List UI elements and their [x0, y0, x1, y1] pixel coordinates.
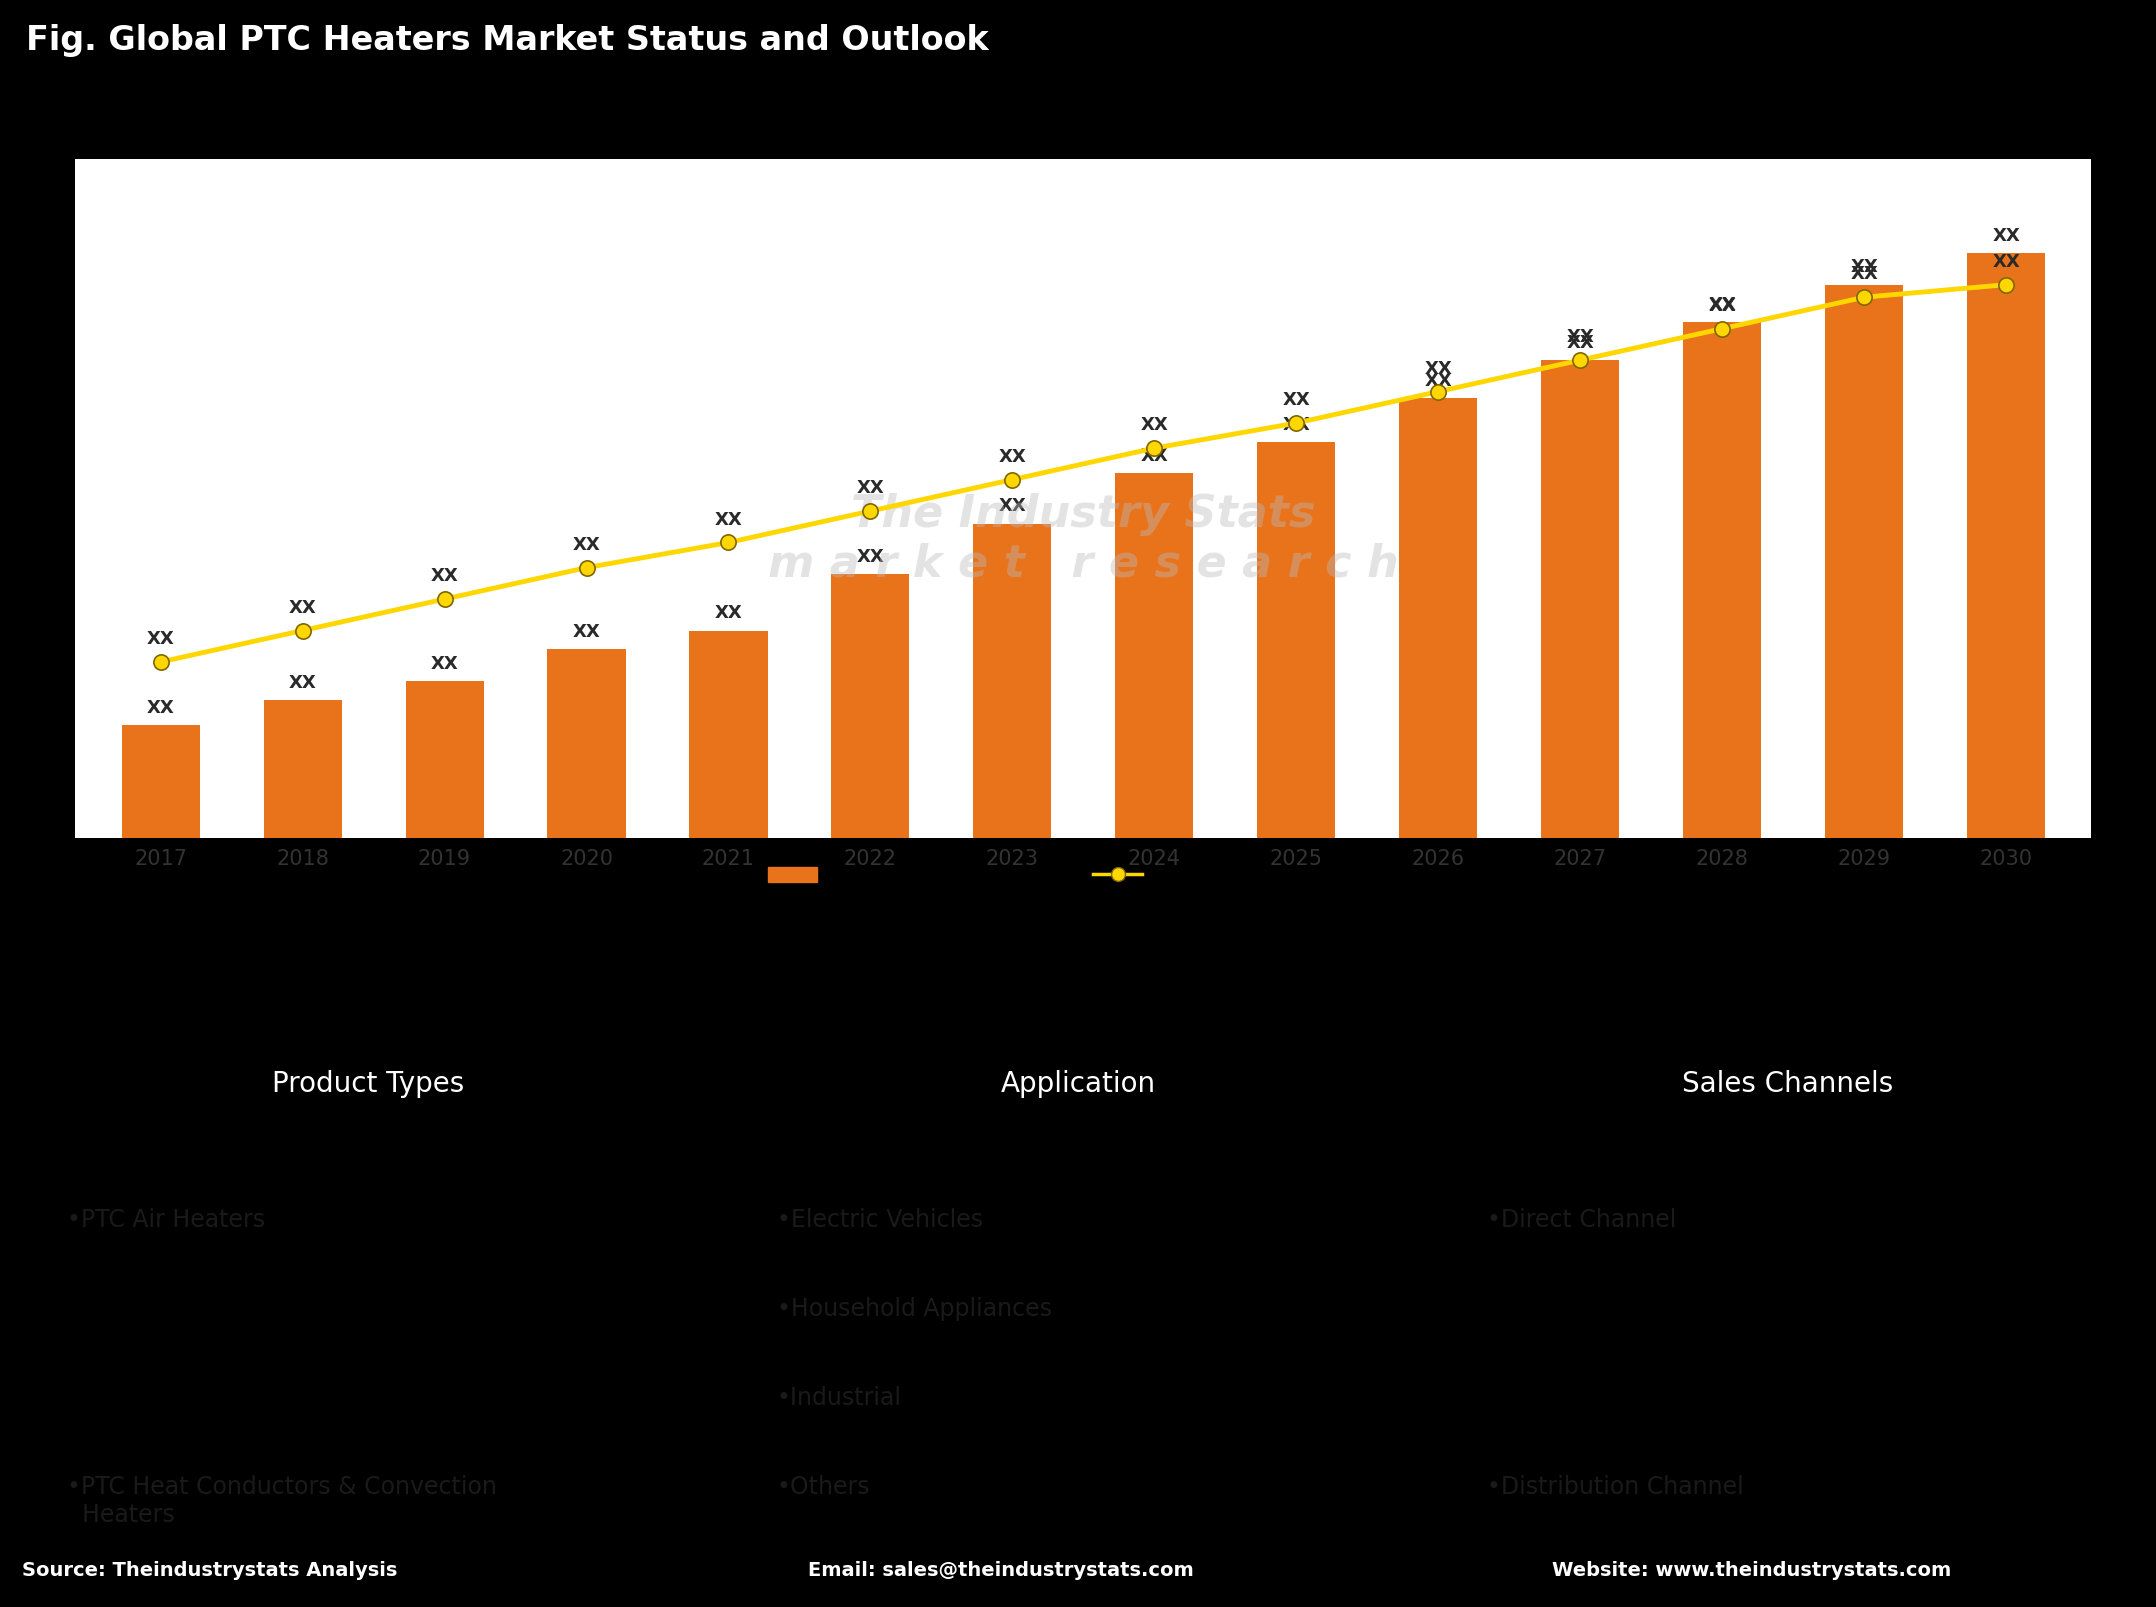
Text: XX: XX	[1567, 328, 1593, 346]
Text: XX: XX	[1425, 360, 1453, 378]
Bar	[1542, 360, 1619, 839]
Text: XX: XX	[431, 654, 459, 673]
Bar	[548, 649, 625, 839]
Text: XX: XX	[714, 511, 742, 529]
Legend: Revenue (Million $), Y-oY Growth Rate (%): Revenue (Million $), Y-oY Growth Rate (%…	[759, 857, 1408, 895]
Bar	[1966, 254, 2046, 839]
Text: XX: XX	[147, 699, 175, 717]
Text: XX: XX	[1850, 259, 1878, 276]
Text: XX: XX	[431, 567, 459, 585]
Text: XX: XX	[856, 548, 884, 566]
Text: •Others: •Others	[776, 1475, 871, 1499]
Text: XX: XX	[1283, 416, 1311, 434]
Text: XX: XX	[998, 448, 1026, 466]
Bar	[405, 681, 483, 839]
Text: •Industrial: •Industrial	[776, 1387, 901, 1411]
Text: XX: XX	[714, 604, 742, 622]
Text: XX: XX	[1567, 334, 1593, 352]
Text: •Distribution Channel: •Distribution Channel	[1488, 1475, 1744, 1499]
Bar	[1826, 284, 1904, 839]
Bar	[1399, 399, 1477, 839]
Text: Sales Channels: Sales Channels	[1682, 1070, 1893, 1098]
Text: The Industry Stats
m a r k e t   r e s e a r c h: The Industry Stats m a r k e t r e s e a…	[768, 493, 1399, 585]
Text: •PTC Air Heaters: •PTC Air Heaters	[67, 1208, 265, 1233]
Text: XX: XX	[856, 479, 884, 497]
Text: •Direct Channel: •Direct Channel	[1488, 1208, 1677, 1233]
Text: XX: XX	[1141, 447, 1169, 464]
Text: Website: www.theindustrystats.com: Website: www.theindustrystats.com	[1552, 1562, 1951, 1580]
Text: XX: XX	[998, 498, 1026, 516]
Text: XX: XX	[1992, 227, 2020, 244]
Text: XX: XX	[573, 535, 599, 554]
Text: •Household Appliances: •Household Appliances	[776, 1297, 1052, 1321]
Bar	[832, 574, 910, 839]
Text: XX: XX	[1425, 371, 1453, 389]
Text: XX: XX	[1708, 296, 1736, 315]
Text: XX: XX	[1992, 252, 2020, 272]
Text: Application: Application	[1000, 1070, 1156, 1098]
Text: Fig. Global PTC Heaters Market Status and Outlook: Fig. Global PTC Heaters Market Status an…	[26, 24, 987, 56]
Text: •Electric Vehicles: •Electric Vehicles	[776, 1208, 983, 1233]
Bar	[121, 725, 201, 839]
Bar	[1684, 323, 1761, 839]
Text: XX: XX	[573, 624, 599, 641]
Bar	[690, 630, 768, 839]
Text: XX: XX	[1708, 297, 1736, 315]
Bar	[1115, 474, 1194, 839]
Text: •PTC Heat Conductors & Convection
  Heaters: •PTC Heat Conductors & Convection Heater…	[67, 1475, 496, 1527]
Text: XX: XX	[1141, 416, 1169, 434]
Text: Source: Theindustrystats Analysis: Source: Theindustrystats Analysis	[22, 1562, 397, 1580]
Text: XX: XX	[1850, 265, 1878, 283]
Text: Email: sales@theindustrystats.com: Email: sales@theindustrystats.com	[808, 1562, 1194, 1580]
Text: XX: XX	[147, 630, 175, 648]
Text: XX: XX	[289, 599, 317, 617]
Text: Product Types: Product Types	[272, 1070, 464, 1098]
Text: XX: XX	[289, 673, 317, 691]
Bar	[1257, 442, 1335, 839]
Bar	[972, 524, 1052, 839]
Bar	[263, 699, 341, 839]
Text: XX: XX	[1283, 391, 1311, 410]
